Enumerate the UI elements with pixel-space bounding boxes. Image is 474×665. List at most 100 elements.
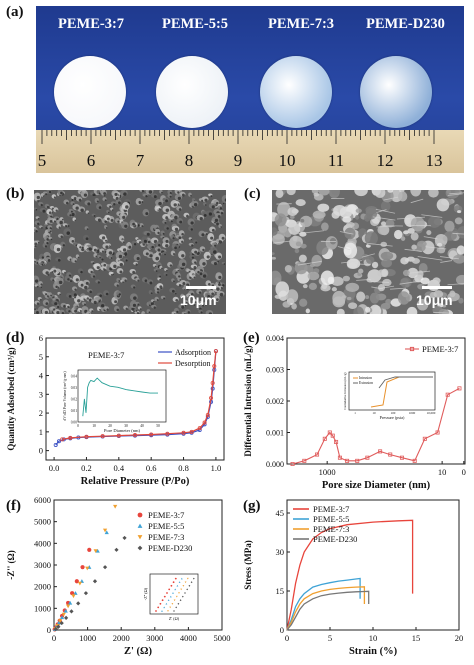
sem-pore <box>205 233 208 235</box>
sem-pore <box>173 280 175 282</box>
sem-grain <box>155 241 161 247</box>
data-point <box>77 581 82 586</box>
sem-grain <box>331 211 340 219</box>
data-point <box>197 426 202 431</box>
ruler-number: 11 <box>328 151 344 170</box>
sem-pore <box>41 226 43 229</box>
sem-pore <box>178 283 182 287</box>
sem-pore <box>190 228 193 231</box>
sem-pore <box>162 232 165 235</box>
data-point <box>179 599 182 602</box>
sem-pore <box>104 220 108 223</box>
data-point <box>181 595 184 598</box>
sem-pore <box>42 195 45 197</box>
sem-grain <box>404 258 410 263</box>
panel-label-c: (c) <box>244 186 261 202</box>
sem-pore <box>181 240 184 244</box>
sem-pore <box>118 293 121 296</box>
sem-grain <box>275 281 290 297</box>
sem-pore <box>64 271 66 274</box>
inset-legend-entry: Extrusion <box>359 381 373 385</box>
sem-pore <box>219 207 223 210</box>
sem-pore <box>193 304 196 306</box>
sem-grain <box>358 268 364 274</box>
sem-pore <box>116 308 119 312</box>
sem-pore <box>210 194 213 197</box>
sem-pore <box>135 263 138 266</box>
sem-pore <box>200 311 203 314</box>
sem-pore <box>220 286 223 289</box>
sem-fiber <box>339 231 354 235</box>
data-point <box>165 602 168 605</box>
sem-pore <box>145 195 148 198</box>
sem-pore <box>100 304 105 308</box>
sem-grain <box>286 190 296 196</box>
sem-grain <box>275 190 284 199</box>
inset-x-tick: 10 <box>372 411 376 415</box>
sem-pore <box>81 248 85 252</box>
sem-grain <box>387 190 394 193</box>
series-line-0 <box>286 519 414 631</box>
data-point <box>61 612 66 617</box>
sem-grain <box>400 236 406 241</box>
sem-pore <box>80 270 83 274</box>
sem-pore <box>109 205 112 208</box>
data-point <box>113 504 118 509</box>
sem-pore <box>157 231 160 235</box>
data-point <box>184 581 187 584</box>
sem-pore <box>202 262 206 266</box>
sem-pore <box>150 302 154 306</box>
sem-pore <box>139 308 142 310</box>
sem-pore <box>103 192 107 195</box>
y-tick-label: 0.001 <box>266 429 284 438</box>
sem-grain <box>94 197 100 204</box>
data-point <box>169 595 172 598</box>
data-point <box>137 512 143 518</box>
legend-entry: PEME-3:7 <box>313 504 349 514</box>
sem-grain <box>346 222 355 228</box>
sem-pore <box>53 308 56 311</box>
sem-pore <box>118 201 121 205</box>
sample-label-1: PEME-3:7 <box>58 16 125 32</box>
sem-pore <box>36 310 39 314</box>
sem-pore <box>182 296 185 299</box>
sem-grain <box>175 272 181 279</box>
data-point <box>137 523 143 528</box>
sem-pore <box>202 274 207 278</box>
sem-grain <box>397 291 410 305</box>
sem-pore <box>133 243 137 246</box>
sem-pore <box>208 312 213 314</box>
sem-grain <box>284 265 292 273</box>
sem-pore <box>39 298 42 301</box>
sem-fiber <box>370 281 389 283</box>
sem-pore <box>152 300 155 303</box>
data-point <box>68 600 73 605</box>
sem-pore <box>113 264 117 269</box>
sem-pore <box>116 284 119 287</box>
data-point <box>334 439 339 444</box>
sem-pore <box>150 292 153 295</box>
sem-pore <box>191 244 194 247</box>
sample-photo: PEME-3:7 PEME-5:5 PEME-7:3 PEME-D230 5 6 7… <box>36 6 464 173</box>
sem-fiber <box>447 193 463 196</box>
sem-fiber <box>425 246 447 250</box>
sem-pore <box>76 308 78 310</box>
x-tick-label: 2000 <box>113 633 130 643</box>
sem-pore <box>178 208 182 211</box>
panel-label-f: (f) <box>6 498 21 514</box>
sample-disc-1 <box>54 56 126 128</box>
sem-pore <box>147 240 151 244</box>
sem-grain <box>393 229 403 240</box>
sem-pore <box>105 292 109 296</box>
sem-pore <box>223 263 226 265</box>
inset-x-label: Z' (Ω) <box>169 616 180 621</box>
sem-pore <box>131 307 135 311</box>
sem-pore <box>46 205 50 209</box>
sem-pore <box>68 310 71 313</box>
legend-entry: PEME-7:3 <box>313 524 349 534</box>
sem-pore <box>106 217 110 221</box>
sem-pore <box>156 287 160 291</box>
inset-x-tick: 1000 <box>409 411 416 415</box>
sem-fiber <box>449 192 464 195</box>
sem-pore <box>156 291 160 294</box>
